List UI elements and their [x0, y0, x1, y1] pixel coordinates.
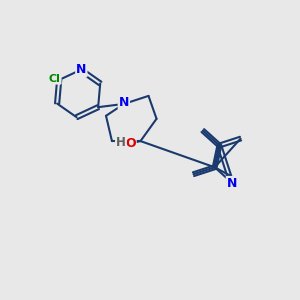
Text: Cl: Cl [49, 74, 61, 84]
Text: H: H [116, 136, 126, 149]
Text: O: O [125, 137, 136, 150]
Text: N: N [227, 177, 237, 190]
Text: N: N [119, 96, 129, 109]
Text: N: N [76, 63, 86, 76]
